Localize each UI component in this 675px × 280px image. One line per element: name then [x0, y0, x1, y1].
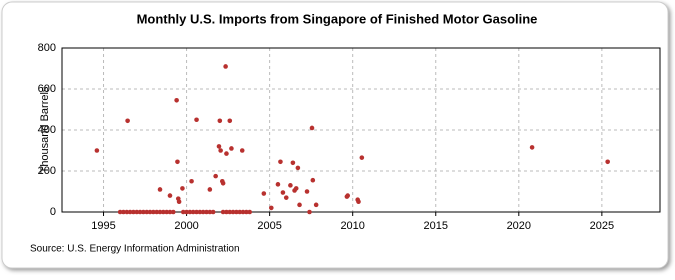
- point: [280, 190, 286, 195]
- x-tick-label: 2000: [174, 220, 198, 232]
- point: [356, 199, 361, 205]
- point: [94, 148, 100, 153]
- point: [187, 209, 193, 215]
- panel: [1, 1, 669, 269]
- point: [223, 64, 228, 69]
- point: [147, 209, 153, 215]
- point: [180, 209, 186, 215]
- point: [290, 160, 296, 166]
- point: [121, 209, 126, 215]
- point: [161, 209, 166, 215]
- point: [237, 209, 243, 215]
- point: [227, 209, 233, 215]
- point: [227, 118, 233, 124]
- point: [229, 146, 234, 151]
- point: [230, 209, 236, 215]
- y-tick-label: 0: [50, 206, 56, 218]
- point: [167, 193, 173, 198]
- point: [207, 187, 213, 192]
- point: [141, 209, 146, 215]
- x-tick-label: 2010: [340, 220, 364, 232]
- y-tick-label: 800: [38, 42, 56, 54]
- point: [164, 209, 169, 215]
- point: [204, 209, 209, 215]
- point: [175, 159, 180, 165]
- point: [144, 209, 150, 215]
- point: [131, 209, 136, 215]
- point: [170, 209, 176, 215]
- point: [220, 209, 226, 215]
- point: [180, 186, 185, 191]
- point: [293, 186, 299, 191]
- point: [310, 177, 316, 183]
- x-tick-label: 2025: [590, 220, 614, 232]
- point: [207, 209, 213, 215]
- point: [190, 209, 196, 215]
- point: [213, 173, 218, 179]
- point: [295, 165, 301, 171]
- x-tick-label: 2005: [257, 220, 281, 232]
- point: [240, 209, 246, 215]
- point: [137, 209, 143, 215]
- plot-frame: [61, 47, 661, 213]
- source: Source: U.S. Energy Information Administ…: [30, 244, 240, 255]
- point: [197, 209, 203, 215]
- point: [154, 209, 159, 215]
- point: [345, 193, 351, 198]
- point: [304, 189, 310, 194]
- point: [278, 159, 283, 165]
- point: [239, 148, 245, 153]
- point: [117, 209, 123, 215]
- point: [220, 181, 226, 186]
- point: [529, 145, 535, 150]
- point: [157, 209, 163, 215]
- point: [134, 209, 140, 215]
- point: [275, 182, 281, 187]
- point: [244, 209, 249, 215]
- point: [176, 199, 182, 205]
- point: [218, 148, 223, 153]
- point: [605, 159, 610, 165]
- y-tick-label: 200: [38, 165, 56, 177]
- y-axis-label: Thousand Barrels: [39, 86, 51, 173]
- point: [189, 178, 194, 184]
- point: [307, 209, 312, 215]
- x-tick-label: 2020: [507, 220, 531, 232]
- point: [167, 209, 173, 215]
- y-tick-label: 600: [38, 83, 56, 95]
- point: [200, 209, 206, 215]
- point: [309, 125, 315, 131]
- point: [261, 191, 267, 196]
- point: [194, 209, 199, 215]
- point: [359, 155, 365, 160]
- point: [224, 151, 229, 156]
- x-tick-label: 2015: [424, 220, 448, 232]
- point: [125, 118, 130, 124]
- point: [288, 183, 293, 188]
- point: [210, 209, 216, 215]
- point: [127, 209, 133, 215]
- point: [297, 202, 302, 208]
- point: [216, 144, 222, 149]
- point: [247, 209, 253, 215]
- point: [184, 209, 189, 215]
- point: [313, 202, 319, 208]
- point: [124, 209, 130, 215]
- point: [269, 205, 274, 211]
- point: [224, 209, 229, 215]
- point: [217, 118, 223, 124]
- point: [151, 209, 156, 215]
- point: [174, 97, 179, 103]
- point: [157, 187, 163, 192]
- point: [194, 117, 199, 123]
- chart-title: Monthly U.S. Imports from Singapore of F…: [137, 11, 538, 26]
- y-tick-label: 400: [38, 124, 56, 136]
- x-tick-label: 1995: [91, 220, 115, 232]
- point: [234, 209, 239, 215]
- point: [283, 195, 289, 200]
